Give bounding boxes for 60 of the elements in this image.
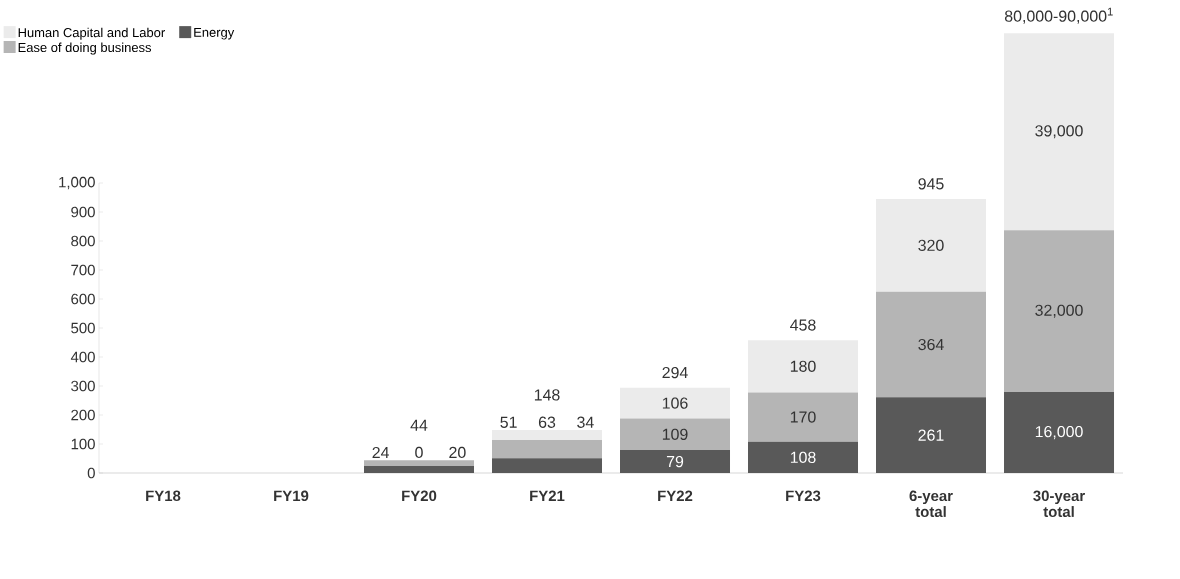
y-tick-label: 500 — [71, 322, 95, 334]
x-tick-label: FY21 — [530, 490, 565, 501]
x-tick-label: FY18 — [146, 490, 181, 502]
x-tick-label: FY19 — [274, 490, 309, 502]
data-label: 51 — [500, 416, 517, 428]
total-label: 458 — [790, 319, 816, 331]
data-label: 24 — [372, 446, 389, 459]
bar — [492, 458, 602, 473]
bar — [748, 441, 858, 473]
y-tick-label: 800 — [71, 235, 95, 247]
bar — [364, 466, 474, 473]
data-label: 63 — [538, 416, 556, 428]
data-label: 320 — [918, 239, 944, 251]
total-label: 945 — [918, 178, 944, 190]
bar — [876, 291, 986, 398]
data-label: 109 — [662, 428, 688, 440]
legend-label: Human Capital and Labor — [18, 27, 165, 40]
data-label: 170 — [790, 411, 816, 423]
bar — [364, 460, 474, 467]
data-label: 106 — [662, 397, 688, 409]
x-tick-label: FY20 — [402, 490, 437, 502]
data-label: 108 — [790, 451, 816, 463]
y-tick-label: 400 — [70, 351, 95, 363]
x-tick-label: FY23 — [786, 490, 821, 502]
data-label: 39,000 — [1035, 125, 1083, 139]
y-tick-label: 200 — [71, 409, 95, 421]
y-tick-label: 1,000 — [59, 176, 95, 190]
x-tick-label: FY22 — [658, 490, 693, 501]
bar — [492, 430, 602, 440]
y-tick-label: 600 — [71, 293, 95, 305]
data-label: 261 — [918, 429, 944, 441]
legend-label: Ease of doing business — [18, 42, 152, 55]
data-label: 32,000 — [1035, 304, 1083, 318]
bar — [620, 387, 730, 419]
data-label: 16,000 — [1035, 425, 1083, 440]
data-label: 79 — [666, 455, 684, 468]
data-label: 0 — [415, 446, 423, 459]
total-label: 294 — [662, 366, 688, 379]
bar — [492, 439, 602, 459]
total-label: 80,000-90,000$^{1}$ — [1004, 7, 1113, 24]
bar — [876, 198, 986, 292]
bar — [876, 397, 986, 473]
x-tick-label: 30-year total — [1033, 490, 1085, 518]
bar — [748, 340, 858, 393]
legend-label: Energy — [194, 27, 235, 40]
data-label: 20 — [449, 446, 466, 459]
bar — [620, 418, 730, 451]
total-label: 148 — [534, 389, 560, 401]
y-tick-label: 100 — [71, 438, 95, 450]
bar — [748, 392, 858, 442]
y-tick-label: 900 — [71, 206, 95, 218]
x-tick-label: 6-year total — [909, 490, 953, 518]
data-label: 364 — [918, 338, 944, 351]
data-label: 34 — [577, 416, 594, 428]
y-tick-label: 300 — [71, 380, 95, 392]
y-tick-label: 700 — [71, 264, 95, 276]
bar — [620, 450, 730, 473]
data-label: 180 — [790, 360, 816, 372]
y-tick-label: 0 — [87, 467, 95, 479]
total-label: 44 — [410, 419, 428, 431]
